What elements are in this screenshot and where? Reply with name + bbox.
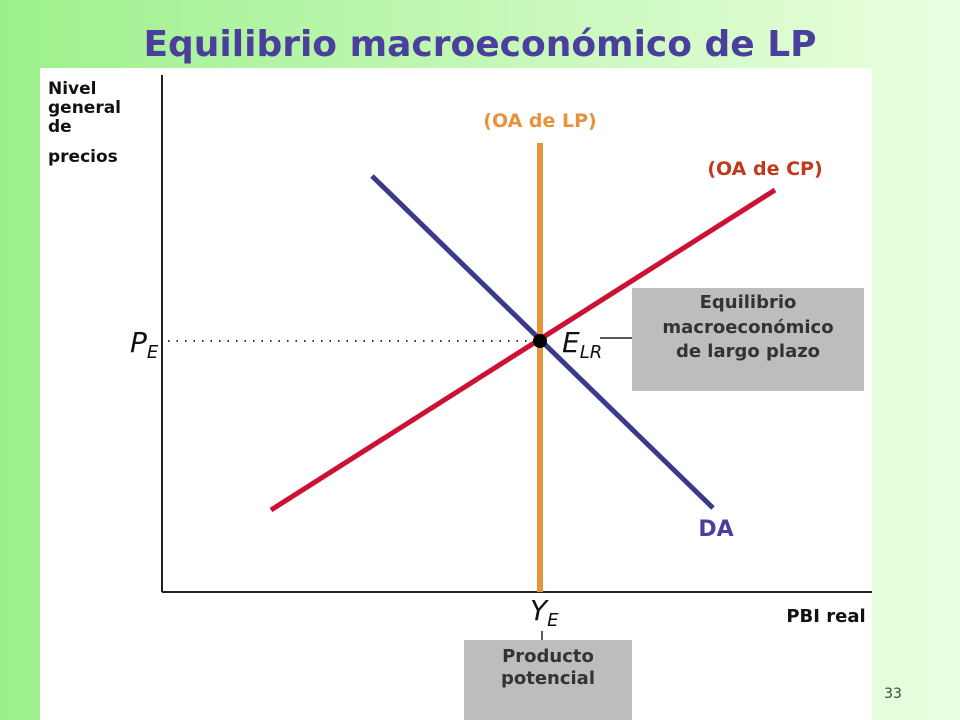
y-axis-label: Nivel general de precios (48, 79, 121, 167)
equilibrium-point (533, 334, 547, 348)
callout-line: Producto (502, 646, 594, 667)
lras-label: (OA de LP) (483, 110, 596, 132)
sras-curve (269, 187, 777, 513)
equilibrium-label: ELR (562, 326, 602, 363)
sras-label: (OA de CP) (707, 158, 822, 180)
callout-line: macroeconómico (662, 317, 833, 338)
callout-line: Equilibrio (700, 292, 797, 313)
callout-box (464, 640, 632, 720)
label-line: Nivel (48, 79, 97, 99)
page-number: 33 (884, 686, 902, 702)
label-line: precios (48, 147, 118, 167)
output-label: YE (530, 594, 559, 631)
symbol: E (562, 326, 580, 359)
title: Equilibrio macroeconómico de LP (143, 24, 816, 65)
subscript: LR (580, 342, 603, 363)
ad-label: DA (698, 517, 733, 542)
x-axis-label: PBI real (786, 606, 865, 627)
callout-box (632, 288, 864, 391)
callout-line: de largo plazo (676, 341, 820, 362)
symbol: Y (530, 594, 549, 627)
label-line: de (48, 117, 72, 137)
subscript: E (147, 342, 159, 363)
symbol: P (130, 326, 147, 359)
label-line: general (48, 98, 121, 118)
subscript: E (547, 610, 559, 631)
price-label: PE (130, 326, 159, 363)
callout-line: potencial (501, 668, 595, 689)
